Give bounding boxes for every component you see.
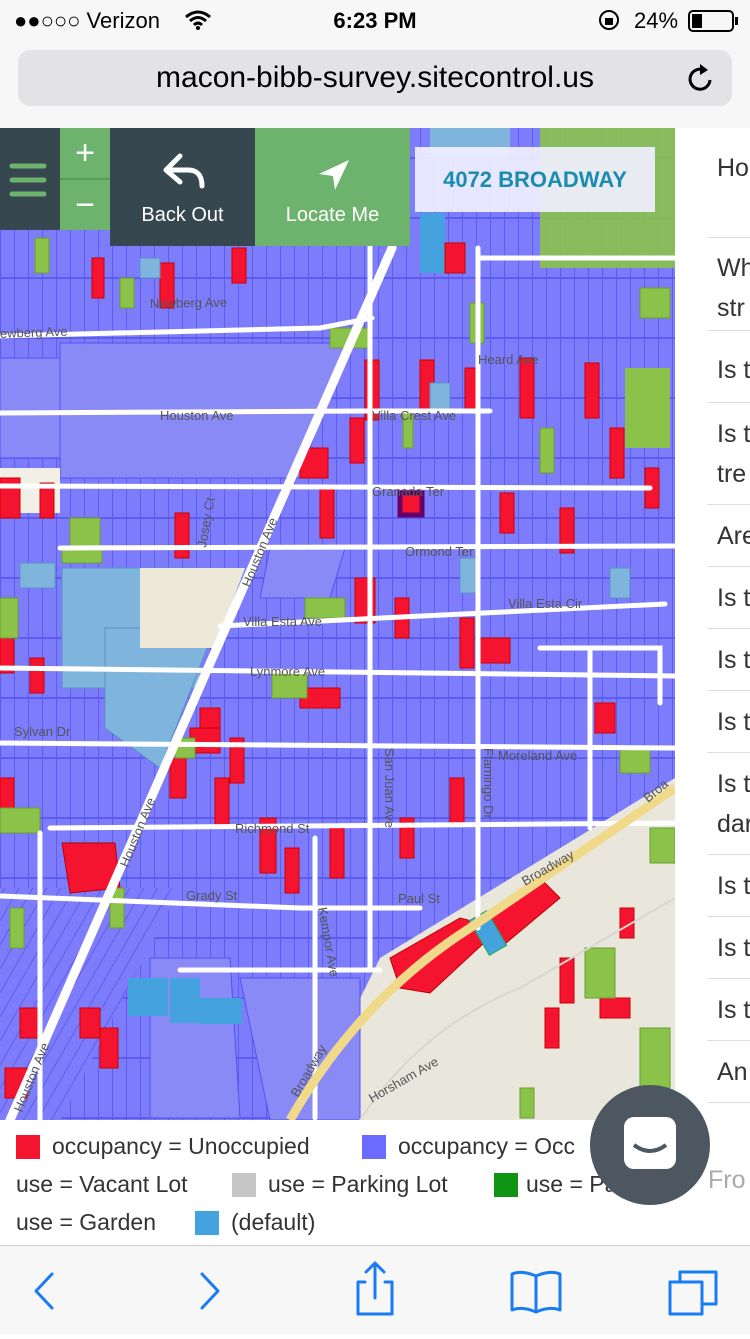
- street-label: Houston Ave: [160, 408, 233, 423]
- address-label: 4072 BROADWAY: [415, 147, 655, 212]
- question-text: tre: [717, 460, 747, 488]
- menu-icon: [9, 163, 47, 197]
- separator: [707, 504, 750, 505]
- street-label: Granada Ter: [372, 484, 445, 499]
- question-text: Is t: [717, 996, 750, 1024]
- question-text: An: [717, 1058, 748, 1086]
- side-footer: Fro: [708, 1166, 746, 1194]
- separator: [707, 402, 750, 403]
- reload-button[interactable]: [686, 62, 716, 94]
- bookmarks-button[interactable]: [510, 1270, 562, 1314]
- battery-percent: 24%: [634, 8, 679, 33]
- legend-label: use = Garden: [16, 1209, 157, 1235]
- separator: [707, 690, 750, 691]
- zoom-out[interactable]: −: [60, 180, 110, 230]
- street-label: Villa Crest Ave: [372, 408, 456, 423]
- back-nav[interactable]: [34, 1272, 54, 1310]
- separator: [707, 237, 750, 238]
- question-text: Is t: [717, 584, 750, 612]
- zoom-in[interactable]: +: [60, 128, 110, 180]
- question-text: Ho: [717, 154, 749, 182]
- back-out-label: Back Out: [141, 204, 224, 226]
- clock: 6:23 PM: [333, 8, 417, 33]
- separator: [707, 978, 750, 979]
- map[interactable]: Newberg Ave ewberg Ave Houston Ave Heard Av…: [0, 128, 675, 1120]
- street-label: ewberg Ave: [0, 324, 68, 341]
- separator: [707, 854, 750, 855]
- question-text: Is t: [717, 646, 750, 674]
- question-text: Is t: [717, 872, 750, 900]
- rail-line: [359, 897, 675, 1120]
- separator: [707, 330, 750, 331]
- carrier: ●●○○○ Verizon: [14, 8, 160, 33]
- tabs-button[interactable]: [668, 1270, 718, 1316]
- parcels: [0, 128, 675, 1120]
- legend-label: use = Parking Lot: [268, 1171, 448, 1197]
- street-label: Heard Ave: [478, 352, 538, 367]
- question-text: Is t: [717, 934, 750, 962]
- legend-swatch: [195, 1211, 219, 1235]
- street-label: Sylvan Dr: [14, 724, 71, 739]
- legend-swatch: [362, 1135, 386, 1159]
- street-label: Lynmore Ave: [250, 664, 325, 679]
- street-label: San Juan Ave: [382, 748, 397, 828]
- question-text: str: [717, 294, 745, 322]
- legend-swatch: [232, 1173, 256, 1197]
- locate-icon: [319, 160, 349, 190]
- separator: [707, 752, 750, 753]
- question-text: Is t: [717, 356, 750, 384]
- legend-label: use = Vacant Lot: [16, 1171, 188, 1197]
- question-text: Wh: [717, 254, 750, 282]
- street-label: Newberg Ave: [150, 295, 227, 311]
- question-text: Are: [717, 522, 750, 550]
- url-text: macon-bibb-survey.sitecontrol.us: [156, 61, 594, 94]
- street-label: Grady St: [186, 888, 238, 903]
- url-bar: macon-bibb-survey.sitecontrol.us: [0, 40, 750, 128]
- street-label: Flamingo Dr: [481, 748, 496, 819]
- street-label: Ormond Ter: [405, 544, 474, 559]
- legend-label: occupancy = Unoccupied: [52, 1133, 310, 1159]
- chat-icon: [624, 1117, 676, 1169]
- legend-label: occupancy = Occ: [398, 1133, 576, 1159]
- question-text: Is t: [717, 420, 750, 448]
- status-bar: ●●○○○ Verizon 6:23 PM 24%: [0, 0, 750, 40]
- legend-label: (default): [231, 1209, 316, 1235]
- broadway-road: [286, 784, 675, 1120]
- url-field[interactable]: macon-bibb-survey.sitecontrol.us: [18, 50, 732, 106]
- map-canvas: Newberg Ave ewberg Ave Houston Ave Heard Av…: [0, 128, 675, 1120]
- question-text: dar: [717, 810, 750, 838]
- separator: [707, 916, 750, 917]
- separator: [707, 1040, 750, 1041]
- street-label: Villa Esta Cir: [508, 596, 583, 611]
- separator: [707, 1102, 750, 1103]
- legend-swatch: [494, 1173, 518, 1197]
- separator: [707, 628, 750, 629]
- street-label: Paul St: [398, 891, 440, 906]
- streets: [0, 235, 675, 1120]
- locate-me-button[interactable]: Locate Me: [255, 128, 410, 246]
- battery-icon: [688, 10, 738, 32]
- wifi-icon: [185, 10, 211, 30]
- street-label: Moreland Ave: [498, 748, 577, 763]
- legend-swatch: [16, 1135, 40, 1159]
- browser-toolbar: [0, 1246, 750, 1334]
- locate-me-label: Locate Me: [285, 204, 380, 226]
- share-button[interactable]: [356, 1261, 394, 1316]
- street-label: Villa Esta Ave: [243, 614, 322, 629]
- question-text: Is t: [717, 770, 750, 798]
- separator: [707, 566, 750, 567]
- forward-nav[interactable]: [200, 1272, 220, 1310]
- toolbar-icons: [34, 1261, 718, 1316]
- back-out-button[interactable]: Back Out: [110, 128, 255, 246]
- chat-button[interactable]: [590, 1085, 710, 1205]
- menu-button[interactable]: [0, 128, 60, 230]
- lock-rotation-icon: [599, 10, 619, 30]
- question-text: Is t: [717, 708, 750, 736]
- survey-panel: Ho Wh str Is t Is t tre Are Is t Is t Is t Is t dar…: [675, 128, 750, 1120]
- street-label: Richmond St: [235, 821, 310, 836]
- back-icon: [163, 153, 205, 189]
